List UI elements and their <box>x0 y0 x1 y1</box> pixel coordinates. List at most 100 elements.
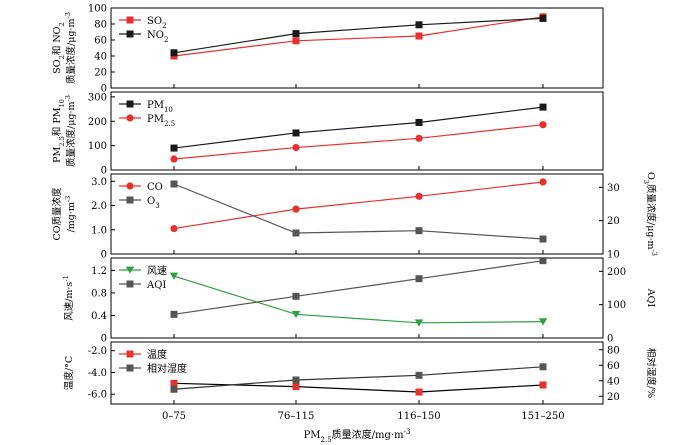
panel-4-y-label: 风速/m·s-1 <box>62 275 75 321</box>
data-point <box>170 144 178 152</box>
data-point <box>415 192 423 200</box>
y-right-tick-label: 10 <box>607 250 620 261</box>
y-tick-label: 1.2 <box>91 266 107 277</box>
legend-label-part: 2 <box>164 36 168 44</box>
y-tick-label: 100 <box>88 4 107 15</box>
y-right-tick-label: 30 <box>607 183 620 194</box>
panel-1-y-label-part: SO <box>52 59 63 74</box>
y-right-tick-label: 60 <box>607 361 620 372</box>
legend-marker <box>126 100 134 108</box>
y-tick-label: 2.0 <box>91 201 107 212</box>
y-tick-label: 80 <box>94 20 107 31</box>
panel-1-y-label-part: 和 NO <box>52 26 63 55</box>
legend-marker <box>126 364 134 372</box>
y-tick-label: 60 <box>94 36 107 47</box>
x-axis-label: PM2.5质量浓度/mg·m-3 <box>304 428 411 444</box>
y-tick-label: 0 <box>101 84 107 95</box>
x-axis-label-part: PM <box>304 430 321 441</box>
legend-label-part: PM <box>147 100 164 111</box>
legend-label-part: 相对湿度 <box>147 362 187 375</box>
panel-1-y-label-part: -3 <box>64 12 72 18</box>
data-point <box>169 272 179 280</box>
panel-1-frame <box>110 7 604 89</box>
y-tick-label: -4.0 <box>88 368 107 379</box>
data-point <box>292 37 300 45</box>
legend-label-part: 温度 <box>147 348 167 361</box>
panel-3-y-label: CO质量浓度 <box>51 187 63 241</box>
y-right-tick-label: 20 <box>607 216 620 227</box>
y-tick-label: 0 <box>101 334 107 345</box>
legend-marker <box>126 114 134 122</box>
data-point <box>539 381 547 389</box>
legend-marker <box>125 266 135 274</box>
panel-4-frame <box>110 257 604 339</box>
legend-label-part: SO <box>147 16 162 27</box>
y-tick-label: 20 <box>94 68 107 79</box>
data-point <box>292 129 300 137</box>
y-tick-label: 0.8 <box>91 288 107 299</box>
panel-4-y-right-label: AQI <box>645 288 656 308</box>
data-point <box>170 224 178 233</box>
legend-label-part: 2.5 <box>164 120 175 128</box>
y-tick-label: 0 <box>101 166 107 177</box>
panel-3-y-label-part: -3 <box>64 196 72 202</box>
data-point <box>292 30 300 38</box>
legend-label: O3 <box>147 196 160 210</box>
y-tick-label: -6.0 <box>88 390 107 401</box>
panel-2-y-label-part: 和 PM <box>52 107 63 136</box>
panel-5-y-right-label-part: 相对湿度/% <box>645 348 657 398</box>
panel-5-y-label-part: 温度/°C <box>63 356 75 390</box>
y-tick-label: 0.4 <box>91 311 107 322</box>
panel-1-y-label-part: 质量浓度/μg·m <box>65 19 77 84</box>
data-point <box>291 310 301 319</box>
panel-3-y-right-label-part: -3 <box>650 250 658 256</box>
panel-2-y-label: PM2.5和 PM10 <box>52 99 66 163</box>
legend-label: PM10 <box>147 100 173 114</box>
panel-4-y-right-label-part: AQI <box>645 288 656 308</box>
panel-1-y-label-part: 2 <box>58 55 66 59</box>
data-point <box>539 235 547 243</box>
panel-2-frame <box>110 91 604 171</box>
legend-label: SO2 <box>147 16 167 30</box>
panel-3-y-right-label-part: 3 <box>642 180 650 184</box>
legend-marker <box>126 182 134 190</box>
panel-4-y-label-part: -1 <box>62 275 70 281</box>
y-tick-label: 40 <box>94 52 107 63</box>
y-right-tick-label: 100 <box>607 300 626 311</box>
data-point <box>170 379 178 387</box>
panel-1-y-label: SO2和 NO2 <box>52 22 66 73</box>
legend-label: 风速 <box>147 265 167 277</box>
data-point <box>292 383 300 391</box>
y-right-tick-label: 80 <box>607 345 620 356</box>
x-axis-label-part: 2.5 <box>321 436 332 444</box>
series-line <box>173 16 544 57</box>
series-line <box>173 181 544 230</box>
series-line <box>173 275 544 324</box>
legend-label-part: O <box>147 196 155 207</box>
panel-4-y-label-part: 风速/m·s <box>64 282 75 321</box>
legend-marker <box>126 196 134 204</box>
data-point <box>415 21 423 29</box>
data-point <box>170 310 178 318</box>
legend-label-part: 3 <box>155 202 159 210</box>
y-tick-label: 0 <box>101 250 107 261</box>
data-point <box>292 292 300 300</box>
y-tick-label: 200 <box>88 117 107 128</box>
legend-marker <box>126 16 134 24</box>
series-line <box>173 366 544 390</box>
series-line <box>173 260 544 315</box>
panel-3-y-label-part: /mg·m <box>66 202 77 232</box>
panel-1-y-label-part: 2 <box>58 22 66 26</box>
data-point <box>414 319 424 327</box>
panel-3-y-label-part: CO质量浓度 <box>51 187 63 241</box>
data-point <box>415 227 423 235</box>
panel-3-y-label: /mg·m-3 <box>64 196 77 233</box>
legend-label-part: CO <box>147 182 163 193</box>
x-tick-label: 116–150 <box>397 411 440 422</box>
data-point <box>539 14 547 22</box>
y-right-tick-label: 0 <box>607 334 613 345</box>
panel-2-y-label-part: 2.5 <box>58 136 66 147</box>
legend-label: PM2.5 <box>147 114 175 128</box>
panel-5-y-label: 温度/°C <box>63 356 75 390</box>
